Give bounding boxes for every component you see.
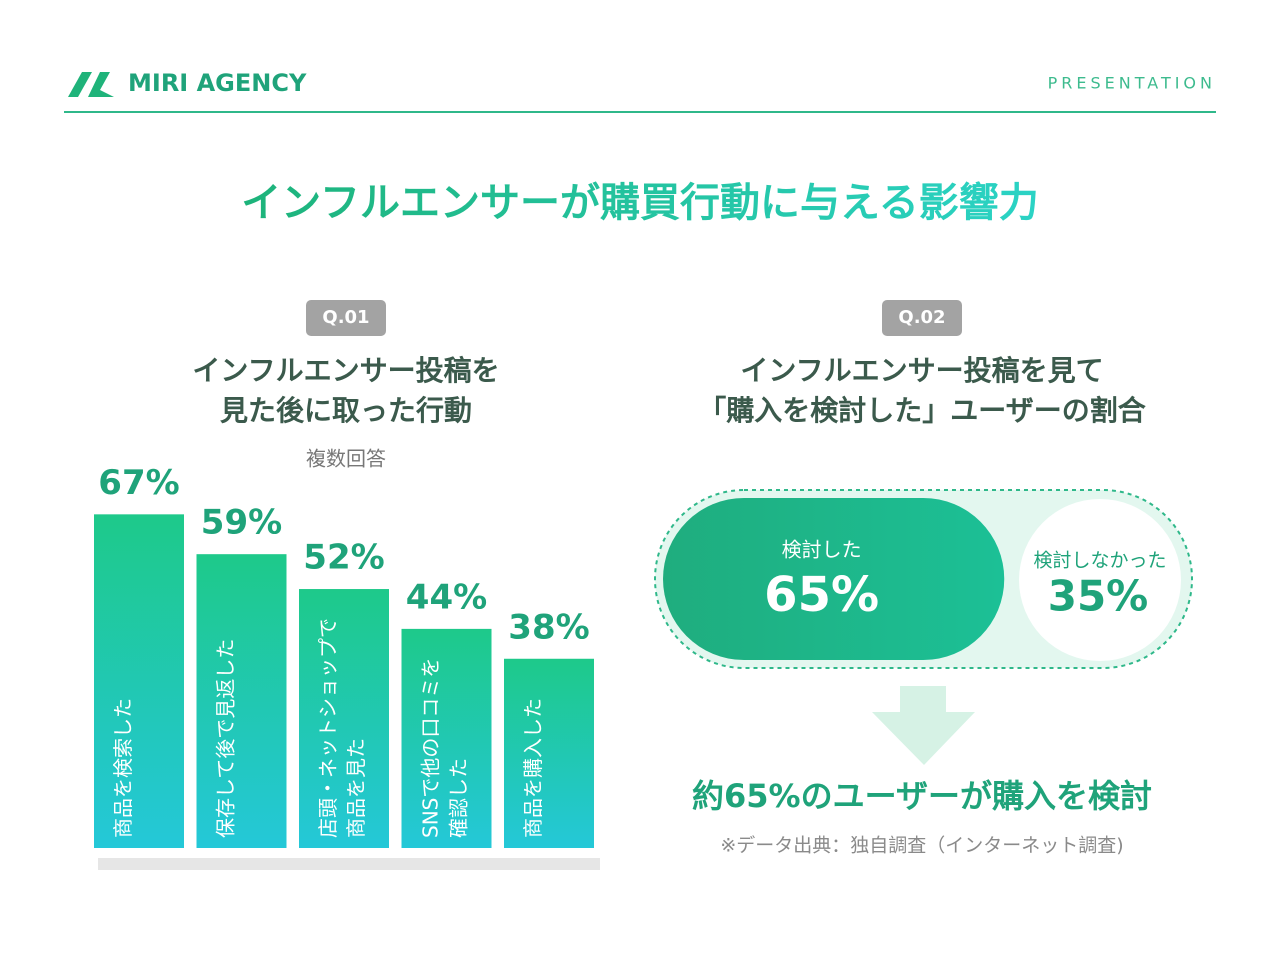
value-label: 38% [508,607,589,647]
category-label: 商品を購入した [521,698,545,838]
bar [299,589,389,848]
category-label: 保存して後で見返した [214,639,238,838]
value-label: 67% [98,463,179,503]
badge-label: Q.01 [322,307,369,328]
value-label: 44% [406,577,487,617]
bar [94,514,184,848]
main-title: インフルエンサーが購買行動に与える影響力 [241,180,1039,226]
badge-label: Q.02 [898,307,945,328]
chart-subtitle: 複数回答 [306,447,386,471]
bar [401,628,492,848]
bar [196,554,287,848]
conclusion: 約65%のユーザーが購入を検討 [692,777,1152,815]
segment [663,498,1005,660]
value-label: 59% [201,503,282,543]
segment [1019,499,1181,661]
category-label: SNSで他の口コミを 確認した [419,658,471,838]
chart-title: インフルエンサー投稿を見て [740,354,1103,387]
value-label: 52% [303,538,384,578]
header-label: PRESENTATION [1048,74,1216,93]
value-label: 35% [1048,572,1149,621]
badge [306,300,386,336]
note: ※データ出典：独自調査（インターネット調査) [720,835,1123,857]
badge [882,300,962,336]
baseline [98,858,600,870]
chart-title: 見た後に取った行動 [220,394,472,427]
category-label: 検討しなかった [1033,550,1166,572]
arrow [872,686,975,765]
chart-title: 「購入を検討した」ユーザーの割合 [698,394,1146,427]
chart-title: インフルエンサー投稿を [192,354,499,387]
logo [68,72,114,97]
category-label: 検討した [782,538,862,562]
brand: MIRI AGENCY [128,69,307,97]
value-label: 65% [764,567,879,623]
category-label: 商品を検索した [111,698,135,838]
bar [504,658,594,848]
category-label: 店頭・ネットショップで 商品を見た [316,618,368,838]
